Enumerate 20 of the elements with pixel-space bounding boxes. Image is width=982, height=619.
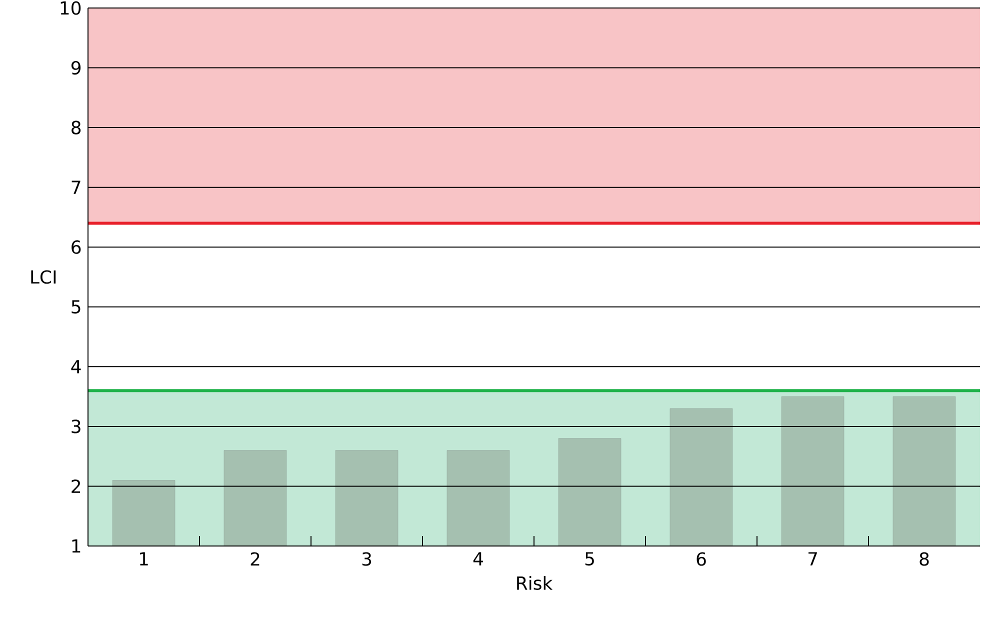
x-axis-title: Risk	[517, 576, 553, 590]
x-tick-label: 4	[473, 552, 483, 566]
y-tick-label: 3	[72, 420, 80, 434]
y-tick-label: 1	[72, 539, 80, 553]
y-tick-label: 5	[72, 300, 80, 314]
y-tick-label: 7	[72, 180, 80, 194]
y-tick-label: 6	[72, 240, 81, 254]
x-tick-label: 2	[250, 552, 260, 566]
y-axis-title: LCI	[31, 270, 56, 284]
y-tick-label: 4	[71, 360, 81, 374]
x-tick-label: 7	[808, 552, 817, 566]
x-tick-label: 5	[585, 552, 594, 566]
x-tick-label: 1	[140, 552, 148, 566]
x-tick-label: 8	[920, 552, 929, 566]
y-tick-label: 10	[60, 1, 81, 15]
x-tick-label: 3	[362, 552, 372, 566]
y-tick-label: 2	[72, 480, 80, 493]
y-tick-label: 8	[72, 120, 81, 134]
x-tick-label: 6	[696, 552, 706, 566]
y-tick-label: 9	[71, 60, 81, 75]
